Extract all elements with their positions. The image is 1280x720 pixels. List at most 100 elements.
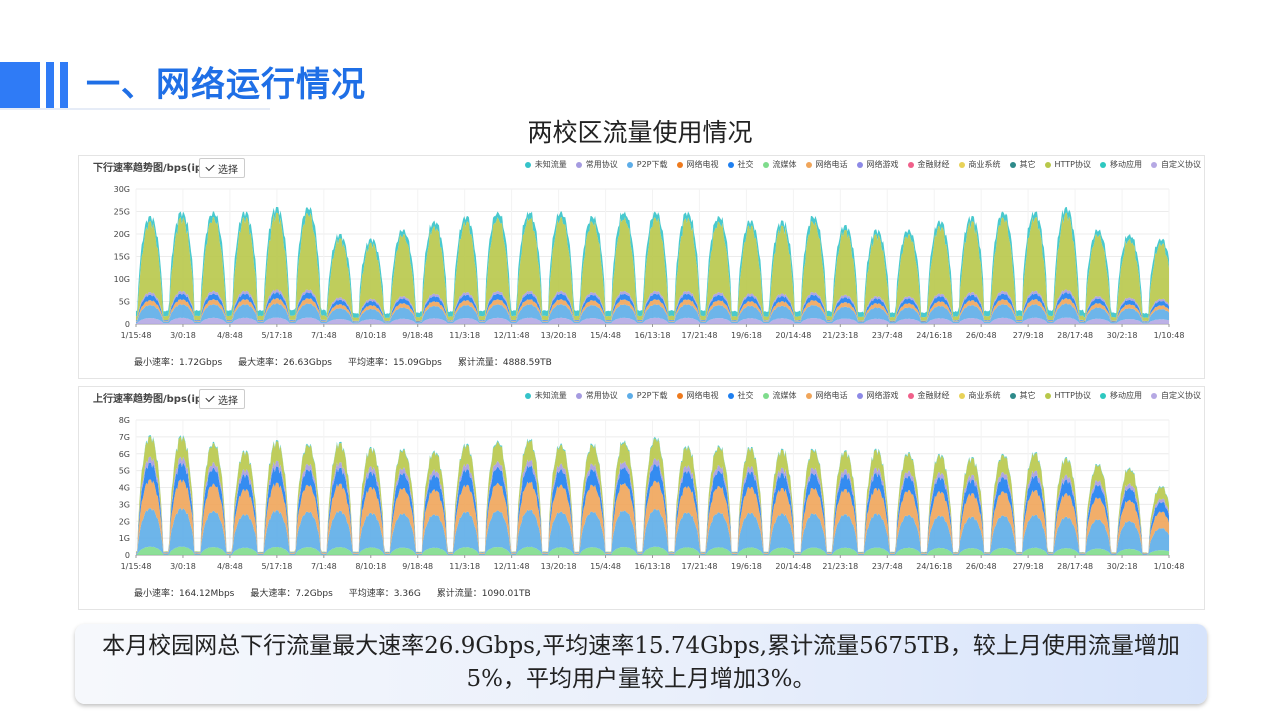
- legend-label: 网络电话: [815, 160, 848, 169]
- legend-dot-icon: [958, 161, 965, 168]
- y-tick-label: 25G: [114, 208, 130, 217]
- x-tick-label: 7/1:48: [311, 562, 337, 571]
- x-tick-label: 17/21:48: [681, 331, 717, 340]
- legend-item[interactable]: 网络游戏: [856, 159, 899, 170]
- legend-dot-icon: [762, 161, 769, 168]
- x-tick-label: 23/7:48: [872, 562, 903, 571]
- series-area-自定义协议: [136, 317, 1169, 324]
- series-area-社交: [136, 462, 1169, 554]
- legend-item[interactable]: P2P下载: [626, 390, 668, 401]
- series-area-常用协议: [136, 456, 1169, 554]
- legend-item[interactable]: 流媒体: [762, 390, 797, 401]
- x-tick-label: 3/0:18: [170, 562, 196, 571]
- legend-item[interactable]: HTTP协议: [1044, 390, 1091, 401]
- legend-item[interactable]: 常用协议: [575, 159, 618, 170]
- legend-item[interactable]: 网络电视: [676, 159, 719, 170]
- legend-item[interactable]: HTTP协议: [1044, 159, 1091, 170]
- series-area-常用协议: [136, 289, 1169, 322]
- legend-dot-icon: [727, 392, 734, 399]
- legend-item[interactable]: 自定义协议: [1151, 390, 1201, 401]
- y-tick-label: 3G: [119, 500, 130, 509]
- legend-dot-icon: [762, 392, 769, 399]
- y-tick-label: 10G: [114, 275, 130, 284]
- x-tick-label: 5/17:18: [261, 562, 292, 571]
- legend-item[interactable]: 社交: [727, 159, 754, 170]
- x-tick-label: 15/4:48: [590, 331, 621, 340]
- series-area-未知流量: [136, 207, 1169, 318]
- y-tick-label: 1G: [119, 534, 130, 543]
- x-tick-label: 5/17:18: [261, 331, 292, 340]
- legend-item[interactable]: 其它: [1009, 159, 1036, 170]
- x-tick-label: 20/14:48: [775, 562, 811, 571]
- legend-label: 自定义协议: [1161, 391, 1201, 400]
- downlink-chart: 0 5G 10G 15G 20G 25G 30G 1/15:48 3/0:18 4/8:48 5/1…: [114, 185, 1185, 340]
- legend-label: 常用协议: [585, 160, 618, 169]
- legend-label: 流媒体: [772, 391, 797, 400]
- x-tick-label: 9/18:48: [402, 331, 433, 340]
- legend-item[interactable]: P2P下载: [626, 159, 668, 170]
- x-tick-label: 28/17:48: [1057, 562, 1093, 571]
- legend-label: 移动应用: [1110, 160, 1142, 169]
- legend-dot-icon: [856, 392, 863, 399]
- legend-label: 商业系统: [968, 160, 1001, 169]
- legend-label: 社交: [737, 391, 754, 400]
- x-tick-label: 1/15:48: [121, 331, 152, 340]
- legend-item[interactable]: 金融财经: [907, 159, 950, 170]
- legend-item[interactable]: 自定义协议: [1151, 159, 1201, 170]
- header-accent-stripe: [46, 62, 54, 108]
- legend-dot-icon: [805, 161, 812, 168]
- y-tick-label: 5G: [119, 298, 130, 307]
- legend-item[interactable]: 社交: [727, 390, 754, 401]
- stat-max-rate: 最大速率：7.2Gbps: [250, 589, 333, 599]
- x-tick-label: 27/9:18: [1013, 331, 1044, 340]
- stat-total-traffic: 累计流量：1090.01TB: [436, 589, 531, 599]
- legend-item[interactable]: 网络电视: [676, 390, 719, 401]
- legend-item[interactable]: 商业系统: [958, 390, 1001, 401]
- legend-item[interactable]: 移动应用: [1100, 159, 1142, 170]
- uplink-select-button[interactable]: 选择: [199, 389, 245, 409]
- x-tick-label: 4/8:48: [217, 331, 243, 340]
- legend-dot-icon: [856, 161, 863, 168]
- legend-item[interactable]: 网络电话: [805, 159, 848, 170]
- downlink-legend: 未知流量 常用协议 P2P下载 网络电视 社交 流媒体 网络电话 网络游戏 金融财经 商业系统 其它…: [516, 159, 1201, 170]
- legend-dot-icon: [524, 161, 531, 168]
- check-icon: [205, 392, 215, 403]
- legend-item[interactable]: 商业系统: [958, 159, 1001, 170]
- y-tick-label: 0: [125, 551, 130, 560]
- legend-dot-icon: [1100, 392, 1106, 399]
- legend-item[interactable]: 金融财经: [907, 390, 950, 401]
- legend-label: 网络电视: [686, 391, 719, 400]
- x-tick-label: 24/16:18: [916, 562, 952, 571]
- legend-dot-icon: [727, 161, 734, 168]
- legend-item[interactable]: 未知流量: [524, 159, 567, 170]
- header-accent-block: [0, 62, 40, 108]
- legend-label: 未知流量: [534, 391, 567, 400]
- x-tick-label: 1/10:48: [1154, 331, 1185, 340]
- legend-item[interactable]: 流媒体: [762, 159, 797, 170]
- legend-item[interactable]: 网络电话: [805, 390, 848, 401]
- x-tick-label: 3/0:18: [170, 331, 196, 340]
- select-label: 选择: [218, 395, 238, 407]
- series-area-HTTP协议: [136, 212, 1169, 321]
- legend-label: HTTP协议: [1054, 160, 1091, 169]
- select-label: 选择: [218, 164, 238, 176]
- legend-item[interactable]: 移动应用: [1100, 390, 1142, 401]
- legend-item[interactable]: 网络游戏: [856, 390, 899, 401]
- page-title: 一、网络运行情况: [86, 65, 366, 105]
- legend-item[interactable]: 未知流量: [524, 390, 567, 401]
- downlink-stats: 最小速率：1.72Gbps 最大速率：26.63Gbps 平均速率：15.09G…: [134, 355, 568, 368]
- x-tick-label: 13/20:18: [541, 562, 577, 571]
- stat-total-traffic: 累计流量：4888.59TB: [457, 358, 552, 368]
- downlink-select-button[interactable]: 选择: [199, 158, 245, 178]
- x-tick-label: 11/3:18: [449, 331, 480, 340]
- y-tick-label: 2G: [119, 517, 130, 526]
- legend-item[interactable]: 其它: [1009, 390, 1036, 401]
- y-tick-label: 0: [125, 320, 130, 329]
- legend-item[interactable]: 常用协议: [575, 390, 618, 401]
- y-tick-label: 15G: [114, 253, 130, 262]
- legend-label: P2P下载: [636, 391, 668, 400]
- x-tick-label: 24/16:18: [916, 331, 952, 340]
- x-tick-label: 19/6:18: [731, 331, 762, 340]
- x-tick-label: 26/0:48: [966, 562, 997, 571]
- legend-label: 网络电话: [815, 391, 848, 400]
